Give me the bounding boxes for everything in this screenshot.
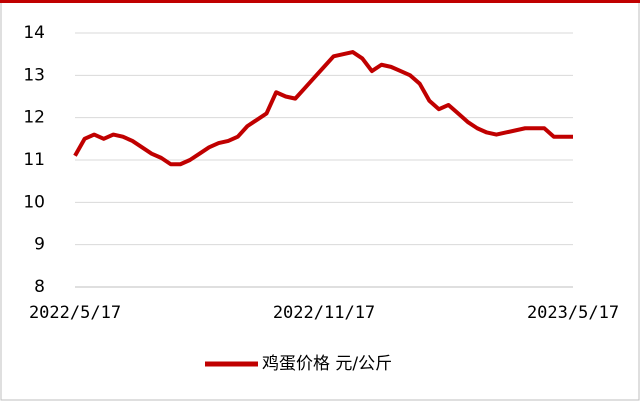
x-tick-label: 2022/5/17 (29, 303, 121, 323)
y-tick-label: 12 (23, 108, 45, 128)
y-tick-label: 13 (23, 65, 45, 85)
y-tick-label: 8 (34, 277, 45, 297)
top-stripe (0, 0, 640, 3)
y-tick-label: 10 (23, 192, 45, 212)
legend-label: 鸡蛋价格 元/公斤 (262, 354, 392, 374)
x-tick-label: 2023/5/17 (527, 303, 619, 323)
y-tick-label: 9 (34, 235, 45, 255)
x-tick-label: 2022/11/17 (273, 303, 375, 323)
y-tick-label: 11 (23, 150, 45, 170)
y-tick-label: 14 (23, 23, 45, 43)
line-series (73, 50, 573, 167)
